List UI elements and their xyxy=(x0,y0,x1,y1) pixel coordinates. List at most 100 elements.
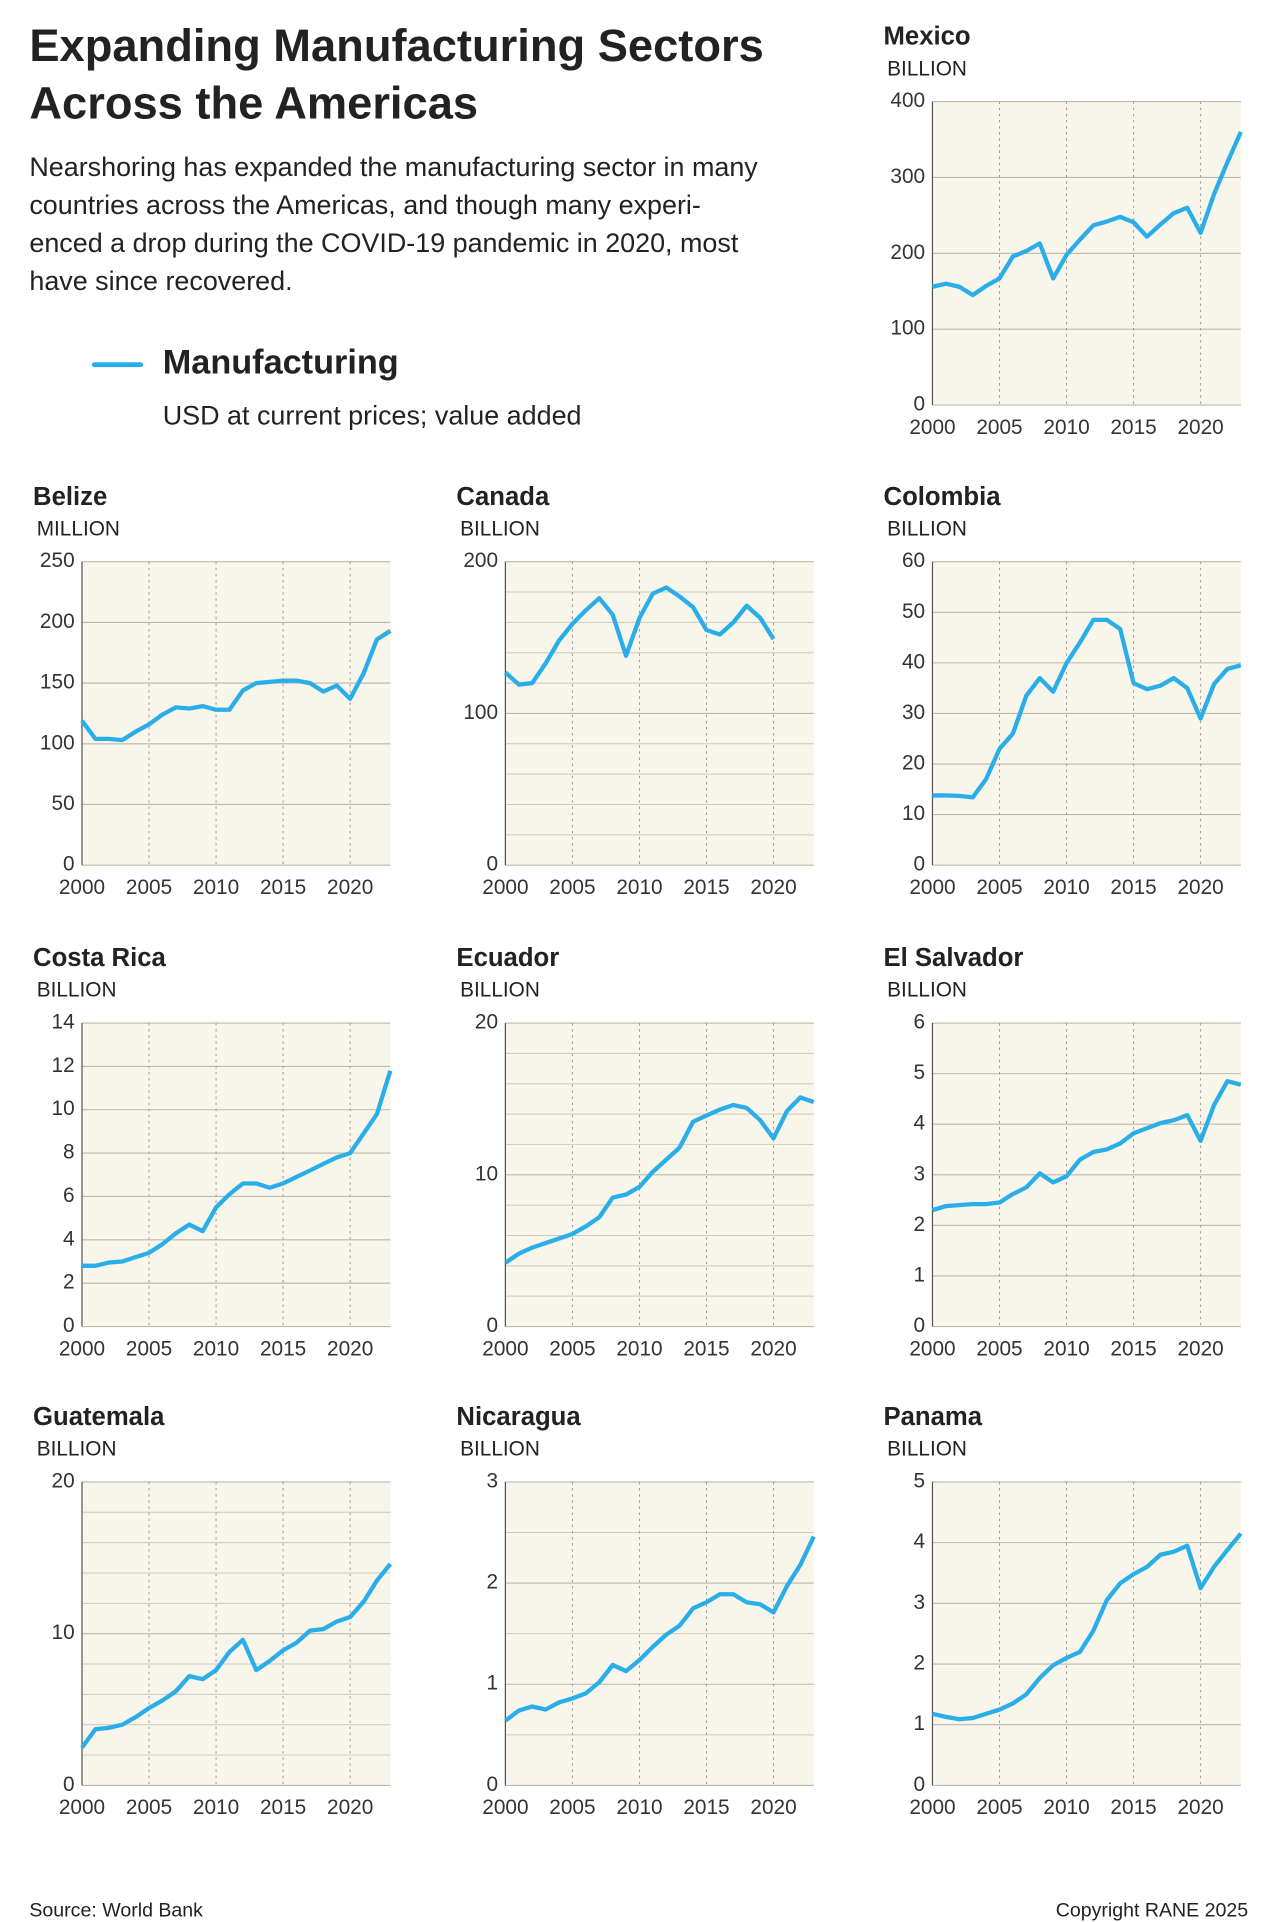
data-line xyxy=(503,585,776,687)
x-tick-label: 2010 xyxy=(193,1337,239,1360)
y-tick-label: 3 xyxy=(486,1469,498,1492)
x-tick-label: 2020 xyxy=(750,1796,796,1819)
subtitle-line: Nearshoring has expanded the manufacturi… xyxy=(29,152,758,182)
source: Source: World Bank xyxy=(29,1900,203,1922)
chart-title: Ecuador xyxy=(456,944,559,972)
x-tick-label: 2020 xyxy=(1177,1796,1223,1819)
x-tick-label: 2000 xyxy=(909,416,955,439)
y-tick-label: 2 xyxy=(914,1652,926,1675)
y-tick-label: 3 xyxy=(914,1162,926,1185)
axis-unit: BILLION xyxy=(887,57,967,80)
axis-unit: BILLION xyxy=(887,1438,967,1461)
y-tick-label: 12 xyxy=(52,1054,75,1077)
data-line xyxy=(81,1070,393,1268)
y-tick-label: 4 xyxy=(914,1530,926,1553)
y-tick-label: 1 xyxy=(914,1263,926,1286)
y-tick-label: 6 xyxy=(914,1011,926,1034)
y-tick-label: 200 xyxy=(890,241,925,264)
x-tick-label: 2005 xyxy=(126,1796,172,1819)
chart-title: Colombia xyxy=(884,483,1002,511)
y-tick-label: 250 xyxy=(40,549,75,572)
axis-unit: BILLION xyxy=(887,979,967,1002)
data-line xyxy=(80,1562,393,1749)
legend-note: USD at current prices; value added xyxy=(163,400,582,430)
subtitle-line: have since recovered. xyxy=(29,266,292,296)
data-line xyxy=(80,629,392,743)
data-line xyxy=(504,1095,815,1265)
y-tick-label: 0 xyxy=(914,393,926,416)
y-tick-label: 20 xyxy=(52,1469,75,1492)
title-line: Expanding Manufacturing Sectors xyxy=(29,20,763,71)
title-line: Across the Americas xyxy=(29,77,478,128)
x-tick-label: 2010 xyxy=(1043,416,1089,439)
x-tick-label: 2020 xyxy=(327,876,373,899)
y-tick-label: 200 xyxy=(463,549,498,572)
x-tick-label: 2010 xyxy=(616,1337,662,1360)
y-tick-label: 0 xyxy=(914,853,926,876)
y-tick-label: 0 xyxy=(486,1314,498,1337)
y-tick-label: 0 xyxy=(486,853,498,876)
y-tick-label: 30 xyxy=(902,701,925,724)
x-tick-label: 2015 xyxy=(1110,416,1156,439)
y-tick-label: 150 xyxy=(40,671,75,694)
chart-title: Canada xyxy=(456,483,550,511)
data-line xyxy=(504,1535,816,1723)
x-tick-label: 2000 xyxy=(59,876,105,899)
y-tick-label: 100 xyxy=(463,701,498,724)
y-tick-label: 0 xyxy=(486,1773,498,1796)
x-tick-label: 2015 xyxy=(1110,1796,1156,1819)
chart-title: Panama xyxy=(884,1403,983,1431)
x-tick-label: 2010 xyxy=(193,1796,239,1819)
y-tick-label: 14 xyxy=(52,1011,75,1034)
x-tick-label: 2000 xyxy=(482,876,528,899)
y-tick-label: 20 xyxy=(475,1011,498,1034)
x-tick-label: 2020 xyxy=(1177,1337,1223,1360)
y-tick-label: 60 xyxy=(902,549,925,572)
subtitle-line: countries across the Americas, and thoug… xyxy=(29,190,701,220)
y-tick-label: 50 xyxy=(52,792,75,815)
x-tick-label: 2005 xyxy=(549,1796,595,1819)
data-line xyxy=(931,1532,1243,1722)
axis-unit: BILLION xyxy=(460,517,540,540)
axis-unit: BILLION xyxy=(460,979,540,1002)
x-tick-label: 2015 xyxy=(683,1337,729,1360)
axis-unit: BILLION xyxy=(37,1438,117,1461)
x-tick-label: 2020 xyxy=(1177,876,1223,899)
y-tick-label: 10 xyxy=(52,1621,75,1644)
chart-title: Mexico xyxy=(884,23,971,51)
data-line xyxy=(931,1079,1242,1213)
x-tick-label: 2005 xyxy=(549,876,595,899)
x-tick-label: 2005 xyxy=(976,1796,1022,1819)
y-tick-label: 40 xyxy=(902,650,925,673)
x-tick-label: 2020 xyxy=(327,1796,373,1819)
y-tick-label: 4 xyxy=(63,1227,75,1250)
y-tick-label: 2 xyxy=(486,1571,498,1594)
legend-label: Manufacturing xyxy=(163,344,399,382)
x-tick-label: 2020 xyxy=(327,1337,373,1360)
plot-area xyxy=(81,561,391,866)
x-tick-label: 2000 xyxy=(909,876,955,899)
y-tick-label: 8 xyxy=(63,1141,75,1164)
x-tick-label: 2020 xyxy=(1177,416,1223,439)
y-tick-label: 6 xyxy=(63,1184,75,1207)
y-tick-label: 200 xyxy=(40,610,75,633)
chart-title: Guatemala xyxy=(33,1403,165,1431)
subtitle-line: enced a drop during the COVID-19 pandemi… xyxy=(29,228,738,258)
x-tick-label: 2000 xyxy=(909,1796,955,1819)
plot-area xyxy=(932,1481,1241,1786)
x-tick-label: 2015 xyxy=(260,1337,306,1360)
y-tick-label: 0 xyxy=(914,1314,926,1337)
x-tick-label: 2010 xyxy=(616,1796,662,1819)
x-tick-label: 2010 xyxy=(1043,876,1089,899)
y-tick-label: 400 xyxy=(890,89,925,112)
y-tick-label: 20 xyxy=(902,752,925,775)
y-tick-label: 10 xyxy=(52,1097,75,1120)
x-tick-label: 2020 xyxy=(750,1337,796,1360)
x-tick-label: 2000 xyxy=(59,1337,105,1360)
x-tick-label: 2015 xyxy=(260,876,306,899)
axis-unit: BILLION xyxy=(887,517,967,540)
y-tick-label: 0 xyxy=(63,1314,75,1337)
x-tick-label: 2015 xyxy=(1110,876,1156,899)
y-tick-label: 2 xyxy=(63,1271,75,1294)
